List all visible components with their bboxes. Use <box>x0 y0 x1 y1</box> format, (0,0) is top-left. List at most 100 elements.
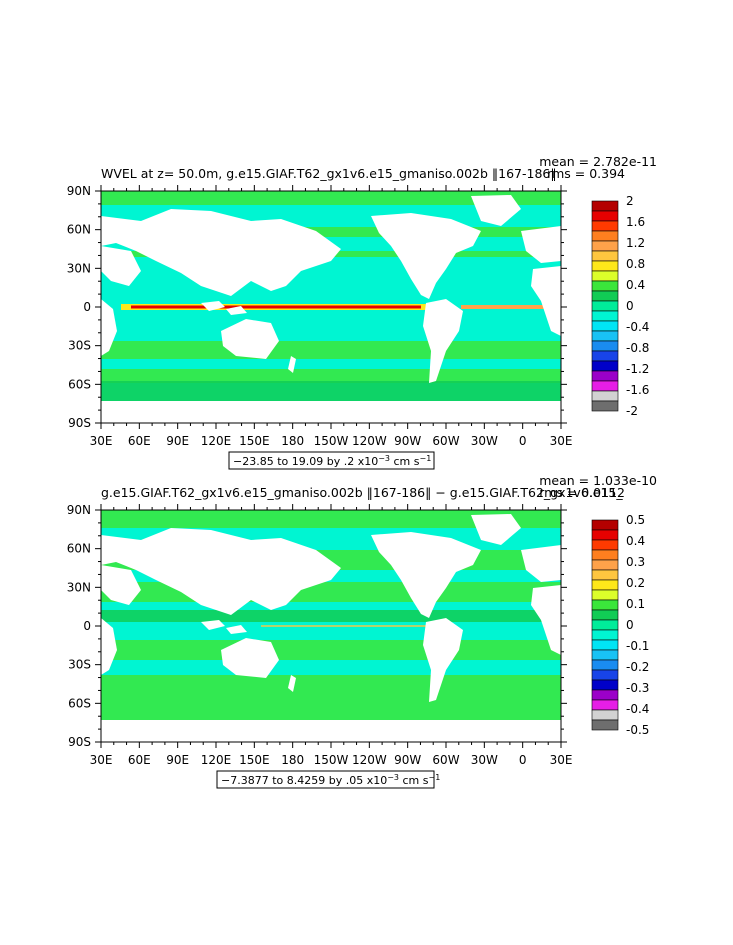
panel-2: g.e15.GIAF.T62_gx1v6.e15_gmaniso.002b ‖1… <box>67 473 657 789</box>
colorbar-swatch <box>591 380 619 392</box>
y-tick-label: 60S <box>68 696 91 710</box>
colorbar: 2 1.6 1.2 0.8 0.4 0 -0.4 -0.8 -1.2 -1.6 -2 <box>591 194 649 418</box>
colorbar-swatch <box>591 639 619 651</box>
colorbar-swatch <box>591 539 619 551</box>
range-note-box <box>228 451 435 470</box>
x-tick-label: 60W <box>432 753 459 767</box>
colorbar-label: -0.5 <box>626 723 649 737</box>
colorbar-label: 0.4 <box>626 278 645 292</box>
colorbar-label: -0.3 <box>626 681 649 695</box>
colorbar-label: 0.8 <box>626 257 645 271</box>
x-tick-label: 60E <box>128 753 151 767</box>
colorbar-label: 0.1 <box>626 597 645 611</box>
field-band <box>101 675 561 720</box>
colorbar-swatch <box>591 569 619 581</box>
field-band <box>101 369 561 383</box>
colorbar-swatch <box>591 250 619 262</box>
colorbar-label: -0.1 <box>626 639 649 653</box>
y-tick-label: 90S <box>68 416 91 430</box>
x-tick-label: 30E <box>90 753 113 767</box>
x-tick-label: 90E <box>166 434 189 448</box>
colorbar-swatch <box>591 659 619 671</box>
field-band <box>101 640 561 660</box>
range-note-text: −23.85 to 19.09 by .2 x10−3 cm s−1 <box>233 454 431 469</box>
colorbar-swatch <box>591 400 619 412</box>
colorbar-swatch <box>591 230 619 242</box>
y-tick-label: 90N <box>67 503 91 517</box>
panel-title: WVEL at z= 50.0m, g.e15.GIAF.T62_gx1v6.e… <box>101 166 557 181</box>
colorbar-swatch <box>591 320 619 332</box>
x-tick-label: 30E <box>550 753 573 767</box>
x-tick-label: 30E <box>550 434 573 448</box>
colorbar-swatch <box>591 290 619 302</box>
x-tick-label: 150E <box>239 753 270 767</box>
colorbar-label: 2 <box>626 194 634 208</box>
range-note: −7.3877 to 8.4259 by .05 x10−3 cm s−1 <box>216 770 440 789</box>
y-tick-label: 30N <box>67 580 91 594</box>
x-tick-label: 60W <box>432 434 459 448</box>
colorbar-label: 0.2 <box>626 576 645 590</box>
y-tick-label: 30S <box>68 658 91 672</box>
panel-1: WVEL at z= 50.0m, g.e15.GIAF.T62_gx1v6.e… <box>67 154 657 470</box>
y-tick-label: 0 <box>83 300 91 314</box>
x-tick-label: 30W <box>471 434 498 448</box>
panel-title: g.e15.GIAF.T62_gx1v6.e15_gmaniso.002b ‖1… <box>101 485 623 500</box>
colorbar-label: -0.4 <box>626 320 649 334</box>
colorbar-swatch <box>591 270 619 282</box>
colorbar-swatch <box>591 669 619 681</box>
colorbar-label: -0.8 <box>626 341 649 355</box>
colorbar-label: 1.2 <box>626 236 645 250</box>
y-tick-label: 0 <box>83 619 91 633</box>
colorbar-label: 0.4 <box>626 534 645 548</box>
colorbar-swatch <box>591 609 619 621</box>
colorbar-swatch <box>591 709 619 721</box>
x-tick-label: 150W <box>314 753 349 767</box>
rms-label: rms = 0.0112 <box>539 485 625 500</box>
map-field <box>101 191 561 423</box>
colorbar-swatch <box>591 559 619 571</box>
x-tick-label: 120E <box>201 753 232 767</box>
colorbar-swatch <box>591 719 619 731</box>
colorbar-swatch <box>591 330 619 342</box>
x-tick-label: 180 <box>281 434 304 448</box>
x-tick-label: 150E <box>239 434 270 448</box>
colorbar-swatch <box>591 529 619 541</box>
colorbar: 0.5 0.4 0.3 0.2 0.1 0 -0.1 -0.2 -0.3 -0.4 -0.5 <box>591 513 649 737</box>
colorbar-label: 0.5 <box>626 513 645 527</box>
map-field <box>101 510 561 742</box>
field-band <box>101 510 561 528</box>
x-tick-label: 30W <box>471 753 498 767</box>
colorbar-swatch <box>591 360 619 372</box>
colorbar-label: -1.6 <box>626 383 649 397</box>
y-tick-label: 30N <box>67 261 91 275</box>
range-note-text: −7.3877 to 8.4259 by .05 x10−3 cm s−1 <box>221 773 440 788</box>
colorbar-swatch <box>591 220 619 232</box>
colorbar-swatch <box>591 579 619 591</box>
x-tick-label: 60E <box>128 434 151 448</box>
x-tick-label: 180 <box>281 753 304 767</box>
y-tick-label: 30S <box>68 339 91 353</box>
y-tick-label: 90N <box>67 184 91 198</box>
y-tick-label: 90S <box>68 735 91 749</box>
colorbar-swatch <box>591 519 619 531</box>
colorbar-swatch <box>591 679 619 691</box>
field-band <box>101 381 561 401</box>
colorbar-label: 0 <box>626 299 634 313</box>
y-tick-label: 60N <box>67 542 91 556</box>
colorbar-swatch <box>591 390 619 402</box>
y-tick-label: 60N <box>67 223 91 237</box>
equatorial-band <box>261 625 431 627</box>
colorbar-swatch <box>591 350 619 362</box>
colorbar-label: -2 <box>626 404 638 418</box>
mean-label: mean = 1.033e-10 <box>539 473 657 488</box>
colorbar-swatch <box>591 300 619 312</box>
range-note: −23.85 to 19.09 by .2 x10−3 cm s−1 <box>228 451 435 470</box>
x-tick-label: 0 <box>519 434 527 448</box>
colorbar-swatch <box>591 210 619 222</box>
colorbar-swatch <box>591 649 619 661</box>
x-tick-label: 150W <box>314 434 349 448</box>
equatorial-core <box>131 305 421 309</box>
range-note-box <box>216 770 435 789</box>
x-tick-label: 120E <box>201 434 232 448</box>
